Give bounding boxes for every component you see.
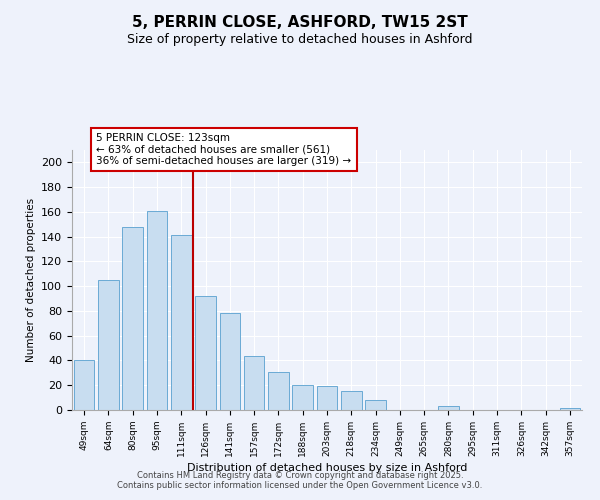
Bar [146, 210, 167, 410]
Bar [220, 314, 240, 410]
Bar [560, 408, 580, 410]
Y-axis label: Number of detached properties: Number of detached properties [26, 198, 35, 362]
Bar [171, 236, 191, 410]
Bar [268, 372, 289, 410]
Bar [341, 392, 362, 410]
Text: 5, PERRIN CLOSE, ASHFORD, TW15 2ST: 5, PERRIN CLOSE, ASHFORD, TW15 2ST [132, 15, 468, 30]
Bar [438, 406, 459, 410]
Text: 5 PERRIN CLOSE: 123sqm
← 63% of detached houses are smaller (561)
36% of semi-de: 5 PERRIN CLOSE: 123sqm ← 63% of detached… [96, 133, 352, 166]
X-axis label: Distribution of detached houses by size in Ashford: Distribution of detached houses by size … [187, 463, 467, 473]
Text: Contains HM Land Registry data © Crown copyright and database right 2025.
Contai: Contains HM Land Registry data © Crown c… [118, 470, 482, 490]
Bar [74, 360, 94, 410]
Bar [317, 386, 337, 410]
Bar [365, 400, 386, 410]
Bar [244, 356, 265, 410]
Text: Size of property relative to detached houses in Ashford: Size of property relative to detached ho… [127, 32, 473, 46]
Bar [122, 227, 143, 410]
Bar [98, 280, 119, 410]
Bar [195, 296, 216, 410]
Bar [292, 385, 313, 410]
